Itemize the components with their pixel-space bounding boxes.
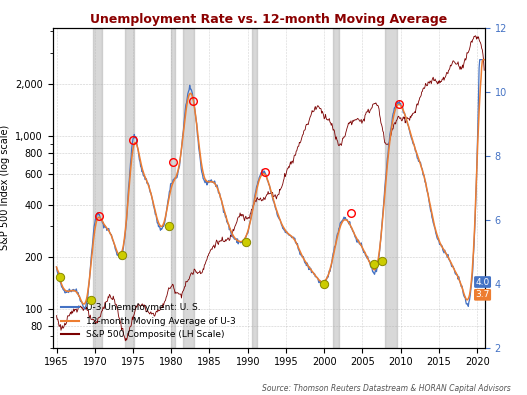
Bar	[251, 28, 257, 348]
Bar	[93, 28, 102, 348]
Title: Unemployment Rate vs. 12-month Moving Average: Unemployment Rate vs. 12-month Moving Av…	[90, 13, 447, 26]
Bar	[183, 28, 193, 348]
Legend: U-3 Unemployment: U. S., 12-month Moving Average of U-3, S&P 500 Composite (LH S: U-3 Unemployment: U. S., 12-month Moving…	[57, 300, 239, 343]
Text: Source: Thomson Reuters Datastream & HORAN Capital Advisors: Source: Thomson Reuters Datastream & HOR…	[262, 384, 511, 393]
Text: 4.0: 4.0	[475, 278, 490, 286]
Bar	[333, 28, 339, 348]
Y-axis label: S&P 500 Index (log scale): S&P 500 Index (log scale)	[0, 125, 9, 250]
Text: 3.7: 3.7	[475, 290, 490, 299]
Bar	[171, 28, 175, 348]
Bar	[125, 28, 134, 348]
Bar	[385, 28, 397, 348]
